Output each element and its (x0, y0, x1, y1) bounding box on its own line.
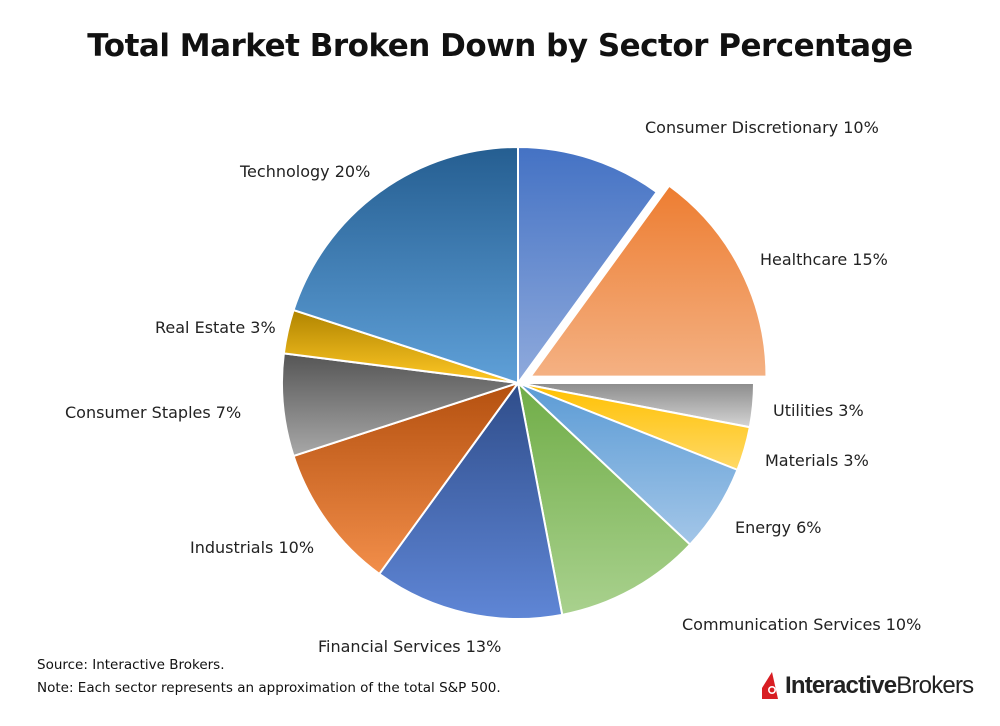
data-label-technology: Technology 20% (240, 162, 371, 181)
ib-logo-icon (762, 672, 778, 699)
source-note: Source: Interactive Brokers. (37, 657, 225, 673)
pie-slice-technology (292, 145, 519, 385)
data-label-consumer-staples: Consumer Staples 7% (65, 403, 242, 422)
data-label-industrials: Industrials 10% (190, 538, 315, 557)
logo-text-interactive: Interactive (785, 672, 897, 699)
pie-slice-industrials (292, 381, 521, 576)
data-label-consumer-discretionary: Consumer Discretionary 10% (645, 118, 879, 137)
logo-text-brokers: Brokers (896, 672, 974, 699)
interactive-brokers-logo: Interactive Brokers (760, 672, 974, 700)
pie-slice-healthcare (528, 184, 768, 378)
data-label-healthcare: Healthcare 15% (760, 250, 888, 269)
pie-slice-communication-services (516, 380, 692, 616)
data-label-utilities: Utilities 3% (773, 401, 864, 420)
pie-slice-financial-services (377, 380, 564, 620)
footnote: Note: Each sector represents an approxim… (37, 680, 501, 696)
pie-slice-consumer-staples (281, 352, 519, 458)
pie-slice-consumer-discretionary (517, 145, 659, 387)
data-label-materials: Materials 3% (765, 451, 869, 470)
data-label-financial-services: Financial Services 13% (318, 637, 502, 656)
data-label-energy: Energy 6% (735, 518, 822, 537)
chart-title: Total Market Broken Down by Sector Perce… (87, 28, 913, 64)
data-label-real-estate: Real Estate 3% (155, 318, 276, 337)
data-label-communication-services: Communication Services 10% (682, 615, 922, 634)
